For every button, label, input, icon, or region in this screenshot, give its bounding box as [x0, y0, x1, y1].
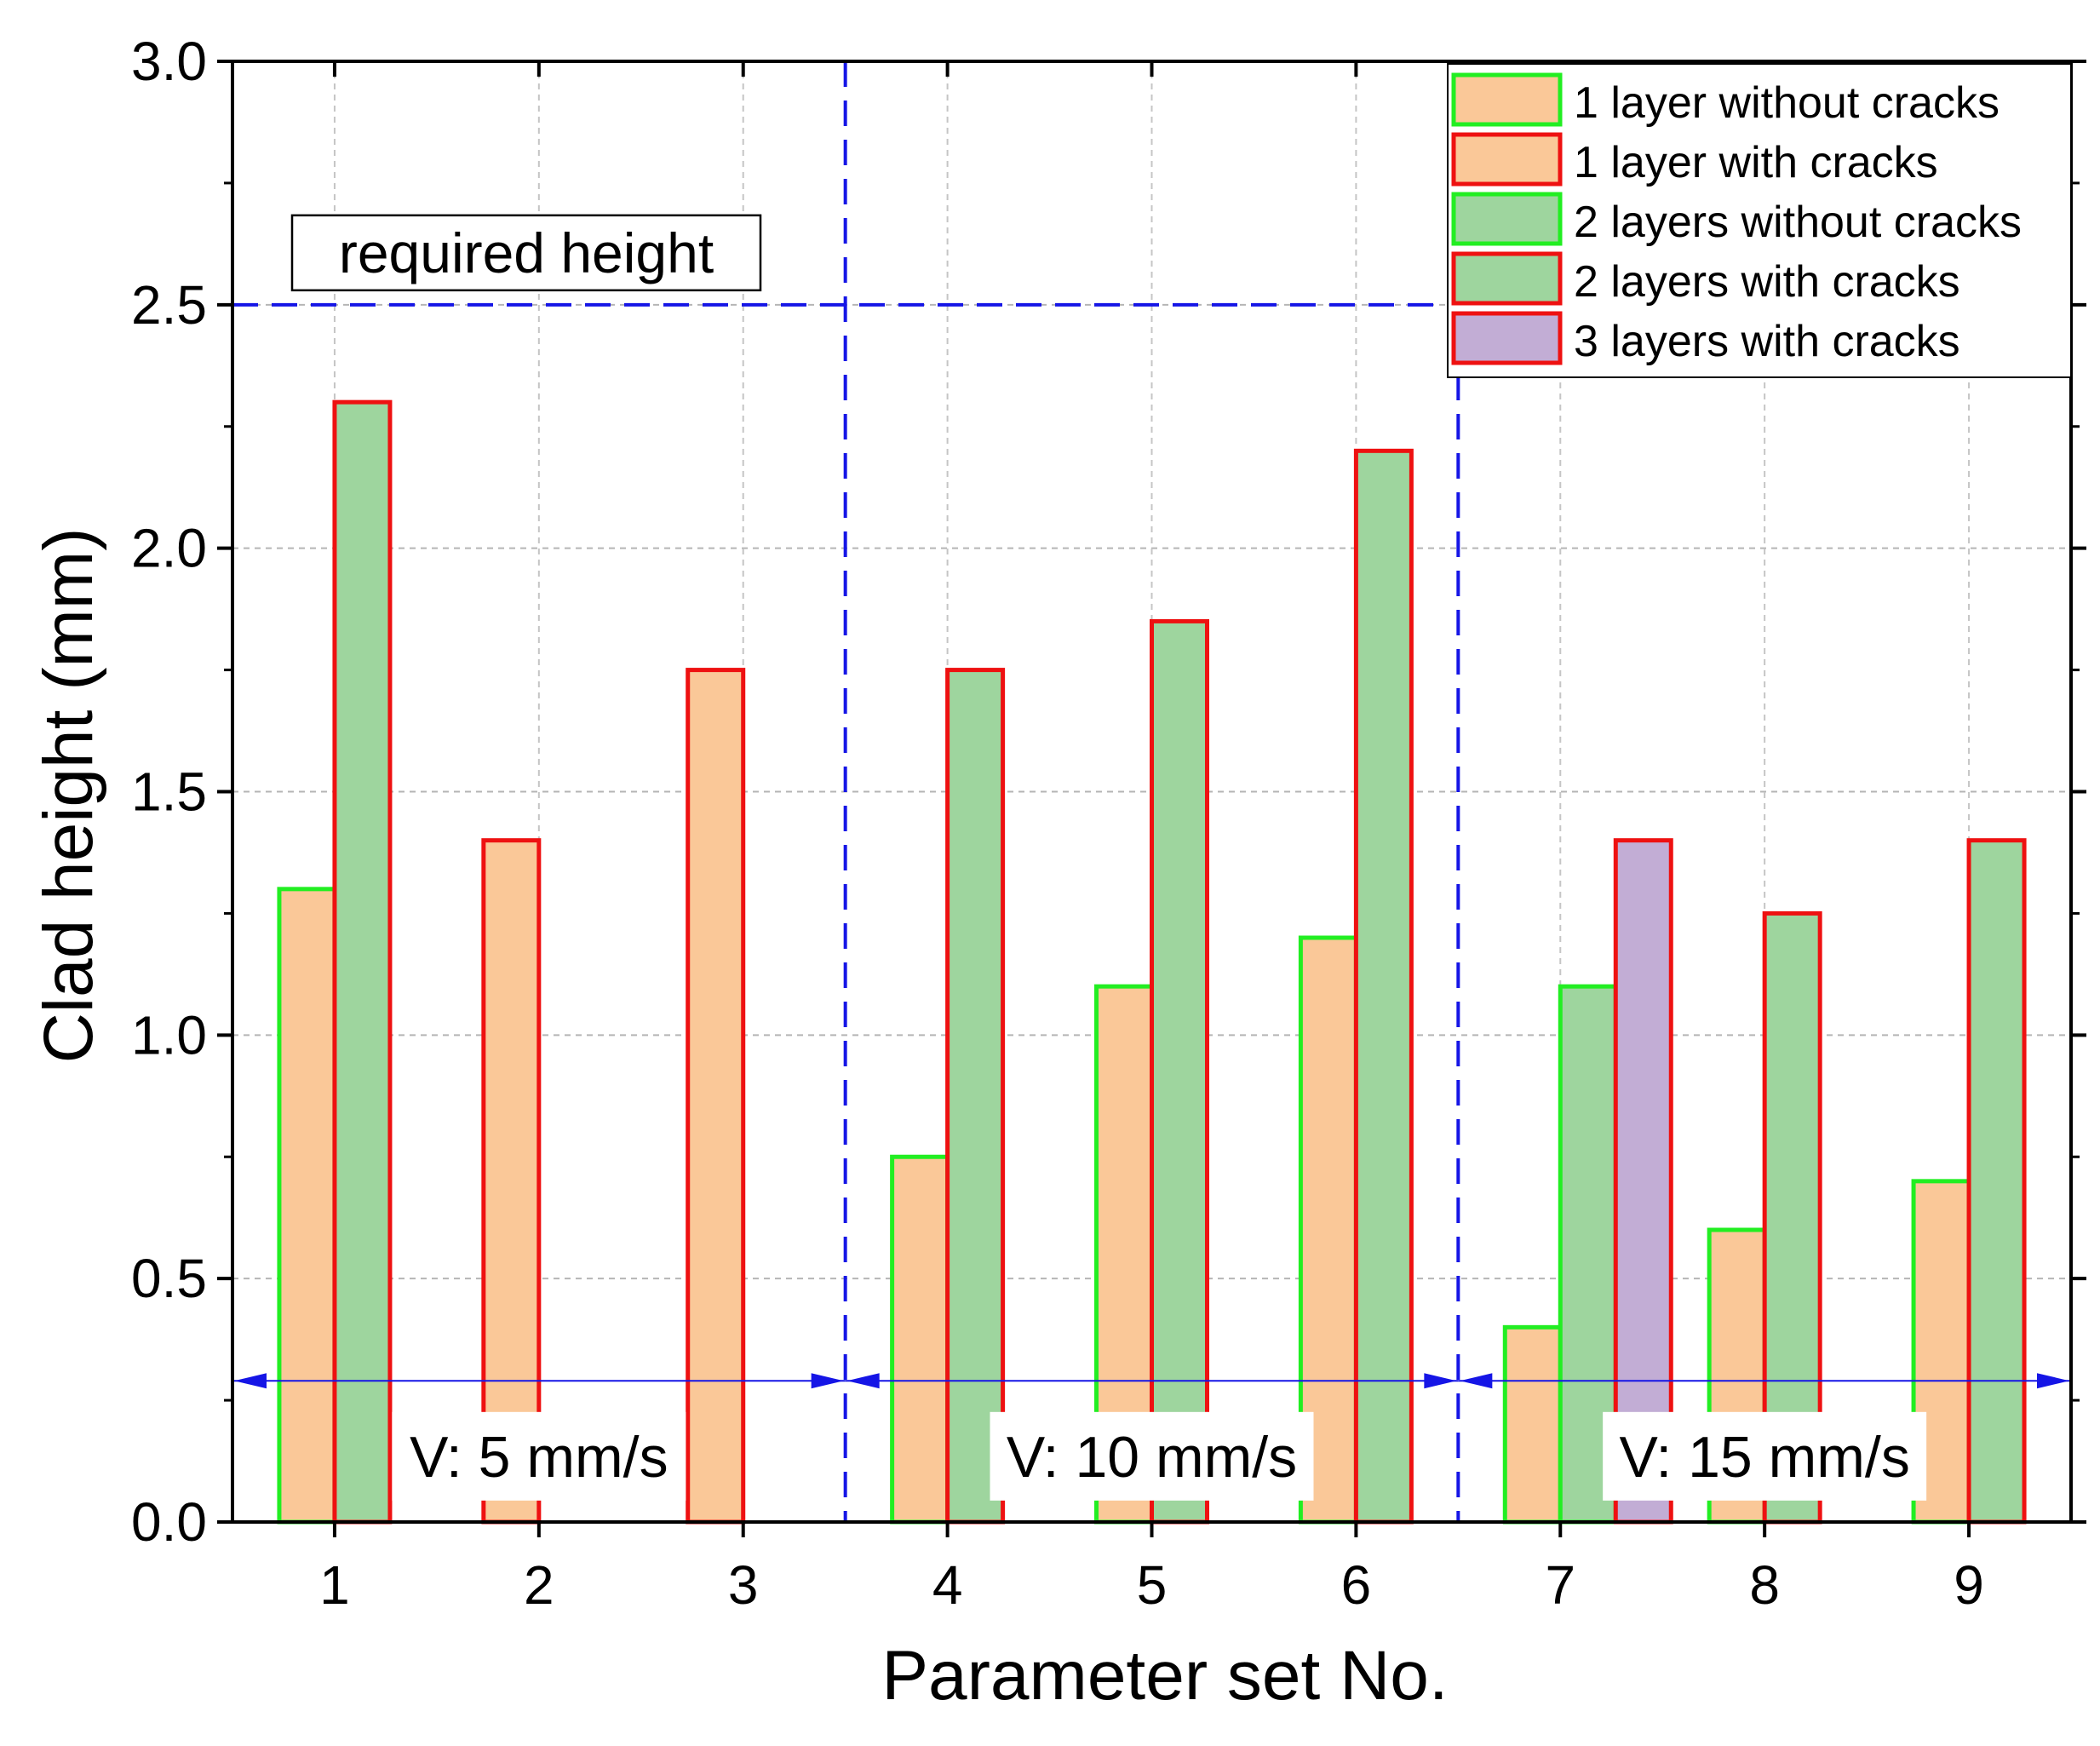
bar-6-1	[1353, 448, 1414, 1525]
legend-swatch	[1451, 251, 1563, 306]
y-tick-label: 3.0	[131, 31, 207, 92]
bar-1-0	[277, 887, 337, 1525]
x-axis-title: Parameter set No.	[881, 1637, 1448, 1714]
legend-label: 2 layers without cracks	[1574, 198, 2022, 247]
arrowhead-right	[1424, 1373, 1457, 1389]
y-tick-label: 1.5	[131, 761, 207, 823]
speed-groups: V: 5 mm/s V: 10 mm/s V: 15 mm/s	[232, 1373, 2071, 1501]
bar-9-1	[1966, 838, 2027, 1525]
speed-group-label-bg	[1603, 1411, 1927, 1501]
legend-label: 1 layer without cracks	[1574, 78, 2000, 128]
x-tick-label: 2	[524, 1554, 554, 1616]
arrowhead-right	[2037, 1373, 2069, 1389]
speed-group-label-bg	[392, 1411, 686, 1501]
legend-swatch	[1451, 311, 1563, 365]
arrowhead-left	[1460, 1373, 1493, 1389]
y-tick-label: 1.0	[131, 1004, 207, 1065]
speed-group-label-bg	[990, 1411, 1314, 1501]
x-tick-label: 9	[1954, 1554, 1984, 1616]
x-tick-label: 3	[728, 1554, 759, 1616]
bars	[277, 399, 2027, 1525]
bar-3-0	[686, 668, 746, 1525]
y-tick-label: 2.0	[131, 518, 207, 579]
x-tick-label: 5	[1137, 1554, 1168, 1616]
bar-5-1	[1150, 618, 1209, 1525]
legend-label: 3 layers with cracks	[1574, 317, 1960, 366]
bar-4-1	[945, 668, 1006, 1525]
arrowhead-left	[846, 1373, 880, 1389]
legend: 1 layer without cracks 1 layer with crack…	[1447, 63, 2072, 378]
speed-group-label-3: V: 15 mm/s	[1620, 1425, 1910, 1490]
y-axis-title: Clad height (mm)	[30, 528, 107, 1064]
legend-swatch	[1451, 72, 1563, 127]
x-tick-label: 4	[932, 1554, 963, 1616]
axes	[217, 60, 2086, 1537]
arrowhead-left	[234, 1373, 267, 1389]
legend-swatch	[1451, 132, 1563, 187]
arrowhead-right	[811, 1373, 844, 1389]
required-height-label: required height	[339, 221, 714, 284]
x-tick-label: 7	[1545, 1554, 1575, 1616]
x-tick-label: 6	[1341, 1554, 1372, 1616]
speed-group-label-1: V: 5 mm/s	[410, 1425, 668, 1490]
x-tick-label: 1	[319, 1554, 350, 1616]
y-tick-label: 0.5	[131, 1248, 207, 1309]
legend-swatch	[1451, 192, 1563, 246]
speed-group-label-2: V: 10 mm/s	[1007, 1425, 1297, 1490]
x-tick-label: 8	[1749, 1554, 1780, 1616]
y-tick-label: 0.0	[131, 1491, 207, 1553]
bar-1-1	[332, 399, 393, 1525]
legend-label: 1 layer with cracks	[1574, 138, 1938, 187]
legend-label: 2 layers with cracks	[1574, 257, 1960, 307]
bar-4-0	[890, 1154, 950, 1525]
bar-7-2	[1613, 838, 1673, 1525]
required-height-box	[290, 214, 762, 292]
y-tick-label: 2.5	[131, 274, 207, 336]
bar-7-0	[1502, 1324, 1563, 1525]
tick-labels: 0.0 0.5 1.0 1.5 2.0 2.5 3.0 1 2 3 4 5 6 7 8 9	[131, 31, 1984, 1616]
